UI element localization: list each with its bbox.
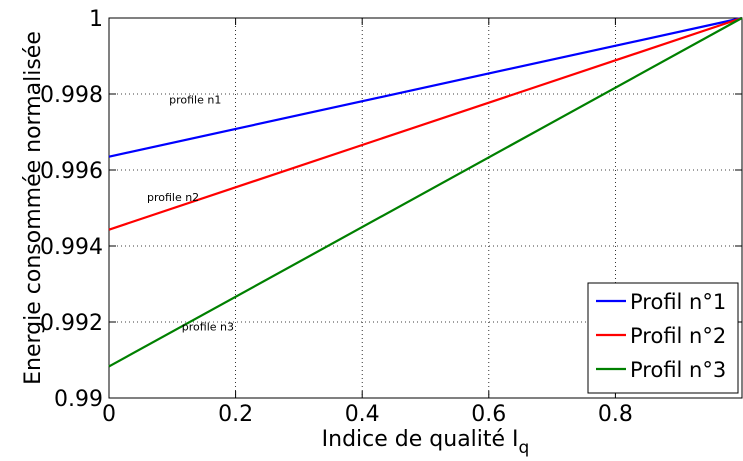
series-line-1: [108, 16, 743, 158]
annotation-1: profile n1: [169, 94, 221, 107]
legend-label-3: Profil n°3: [630, 358, 726, 382]
x-axis-label-main: Indice de qualité I: [322, 427, 519, 452]
y-tick-label: 0.99: [54, 387, 103, 412]
axis-ticks: 0 0.2 0.4 0.6 0.8 0.99 0.992 0.994 0.996 0.998 1: [40, 7, 742, 427]
legend-label-1: Profil n°1: [630, 290, 726, 314]
annotation-2: profile n2: [147, 191, 199, 204]
series-lines: [108, 16, 743, 368]
x-tick-label: 0.6: [471, 402, 506, 427]
y-tick-label: 0.998: [40, 83, 103, 108]
y-tick-label: 0.992: [40, 311, 103, 336]
x-tick-label: 0.4: [345, 402, 380, 427]
plot-area-frame: [108, 17, 743, 399]
series-line-3: [108, 17, 743, 368]
x-tick-label: 0: [102, 402, 116, 427]
annotation-3: profile n3: [182, 320, 234, 333]
annotations: profile n1 profile n2 profile n3: [147, 94, 234, 334]
x-tick-label: 0.2: [218, 402, 253, 427]
series-line-2: [108, 16, 743, 231]
x-axis-label-subscript: q: [519, 438, 530, 458]
legend-label-2: Profil n°2: [630, 324, 726, 348]
x-axis-label: Indice de qualité Iq: [322, 427, 530, 458]
x-tick-label: 0.8: [598, 402, 633, 427]
y-tick-label: 1: [89, 7, 103, 32]
y-tick-label: 0.994: [40, 235, 103, 260]
y-tick-label: 0.996: [40, 159, 103, 184]
y-axis-label: Energie consommée normalisée: [21, 31, 46, 385]
legend: Profil n°1 Profil n°2 Profil n°3: [587, 282, 739, 394]
